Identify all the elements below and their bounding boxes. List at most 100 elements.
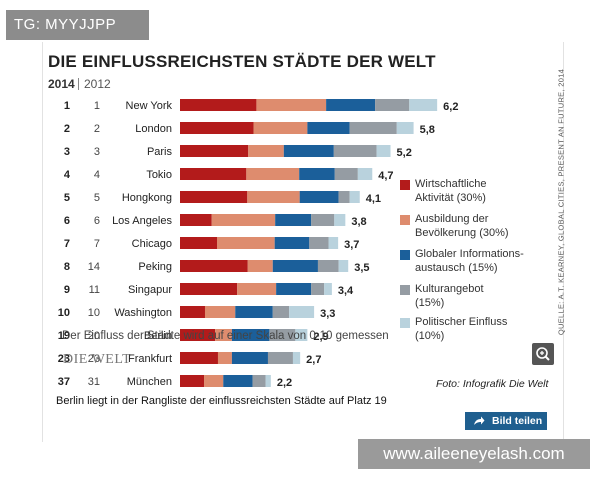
total-value-label: 6,2 (443, 101, 458, 113)
bar-segment (237, 283, 277, 295)
total-value-label: 4,1 (366, 193, 381, 205)
rank-2012-label: 31 (88, 376, 100, 388)
bar-segment (311, 283, 325, 295)
bar-segment (376, 145, 391, 157)
source-note-text: QUELLE: A.T. KEARNEY, GLOBAL CITIES, PRE… (556, 68, 566, 336)
bar-segment (334, 214, 346, 226)
rank-2014-label: 1 (64, 100, 70, 112)
legend-swatch (400, 285, 410, 295)
bar-segment (274, 237, 310, 249)
bar-segment (180, 191, 248, 203)
bar-segment (252, 375, 266, 387)
rank-2012-label: 5 (94, 192, 100, 204)
rank-2014-label: 10 (58, 307, 70, 319)
rank-2012-label: 7 (94, 238, 100, 250)
bar-segment (180, 122, 254, 134)
bar-segment (231, 352, 268, 364)
legend-label: Ausbildung der (415, 213, 489, 225)
bar-segment (334, 168, 358, 180)
total-value-label: 3,7 (344, 239, 359, 251)
rank-2012-label: 14 (88, 261, 100, 273)
rank-2012-label: 2 (94, 123, 100, 135)
bar-segment (180, 260, 248, 272)
scale-footnote: Der Einfluss der Städte wird auf einer S… (62, 330, 389, 342)
rank-2014-label: 4 (64, 169, 71, 181)
bar-segment (235, 306, 273, 318)
bar-segment (275, 214, 312, 226)
bar-segment (299, 191, 339, 203)
rank-2014-label: 6 (64, 215, 70, 227)
bar-segment (338, 260, 349, 272)
total-value-label: 2,2 (277, 377, 292, 389)
infographic-card (42, 42, 564, 442)
bar-segment (265, 375, 271, 387)
bar-segment (223, 375, 253, 387)
city-label: Frankfurt (128, 353, 172, 365)
legend-item: Kulturangebot (15%) (400, 283, 555, 310)
bar-segment (217, 237, 275, 249)
bar-segment (295, 329, 308, 341)
bar-segment (247, 260, 273, 272)
bar-segment (272, 260, 318, 272)
total-value-label: 3,3 (320, 308, 335, 320)
city-label: Singapur (128, 284, 172, 296)
bar-segment (180, 99, 257, 111)
bar-segment (357, 168, 373, 180)
chart-title: DIE EINFLUSSREICHSTEN STÄDTE DER WELT (48, 52, 436, 71)
legend-label: austausch (15%) (415, 261, 498, 274)
bar-segment (215, 329, 232, 341)
city-label: Washington (114, 307, 172, 319)
rank-2014-label: 9 (64, 284, 70, 296)
city-label: Paris (147, 146, 173, 158)
bar-segment (231, 329, 270, 341)
bar-segment (307, 122, 350, 134)
legend-item: Wirtschaftliche Aktivität (30%) (400, 178, 555, 205)
city-label: Los Angeles (112, 215, 172, 227)
bar-segment (253, 122, 308, 134)
legend-label: Bevölkerung (30%) (415, 226, 509, 239)
bar-segment (292, 352, 301, 364)
bar-segment (248, 145, 284, 157)
year-2014-header: 2014 (48, 77, 75, 91)
zoom-button[interactable] (532, 343, 554, 365)
total-value-label: 4,7 (378, 170, 393, 182)
rank-2012-label: 20 (88, 330, 100, 342)
year-header-divider (78, 78, 79, 90)
source-note: QUELLE: A.T. KEARNEY, GLOBAL CITIES, PRE… (556, 69, 566, 335)
bar-segment (375, 99, 410, 111)
bar-segment (309, 237, 329, 249)
city-label: Berlin (144, 330, 172, 342)
bar-segment (333, 145, 377, 157)
rank-2012-label: 11 (89, 284, 100, 296)
share-image-button[interactable]: Bild teilen (465, 412, 547, 430)
city-label: Peking (138, 261, 172, 273)
zoom-in-icon (536, 347, 550, 361)
bar-segment (180, 168, 247, 180)
bar-segment (324, 283, 332, 295)
bar-segment (396, 122, 414, 134)
bar-segment (317, 260, 339, 272)
bar-segment (180, 329, 216, 341)
bar-segment (349, 191, 360, 203)
rank-2014-label: 19 (58, 330, 70, 342)
bar-segment (180, 352, 218, 364)
bar-segment (349, 122, 397, 134)
rank-2012-label: 6 (94, 215, 100, 227)
bar-segment (338, 191, 350, 203)
legend-label: (15%) (415, 296, 445, 309)
total-value-label: 3,8 (351, 216, 366, 228)
rank-2012-label: 23 (88, 353, 100, 365)
legend-label: Globaler Informations- (415, 248, 524, 260)
rank-2014-label: 37 (58, 376, 70, 388)
bar-segment (276, 283, 312, 295)
total-value-label: 5,8 (420, 124, 435, 136)
bar-segment (272, 306, 290, 318)
rank-2014-label: 23 (58, 353, 70, 365)
rank-2014-label: 7 (64, 238, 70, 250)
total-value-label: 5,2 (397, 147, 412, 159)
bar-segment (180, 375, 205, 387)
bar-segment (180, 145, 249, 157)
city-label: Chicago (132, 238, 172, 250)
rank-2014-label: 2 (64, 123, 70, 135)
legend-label: (10%) (415, 329, 445, 342)
